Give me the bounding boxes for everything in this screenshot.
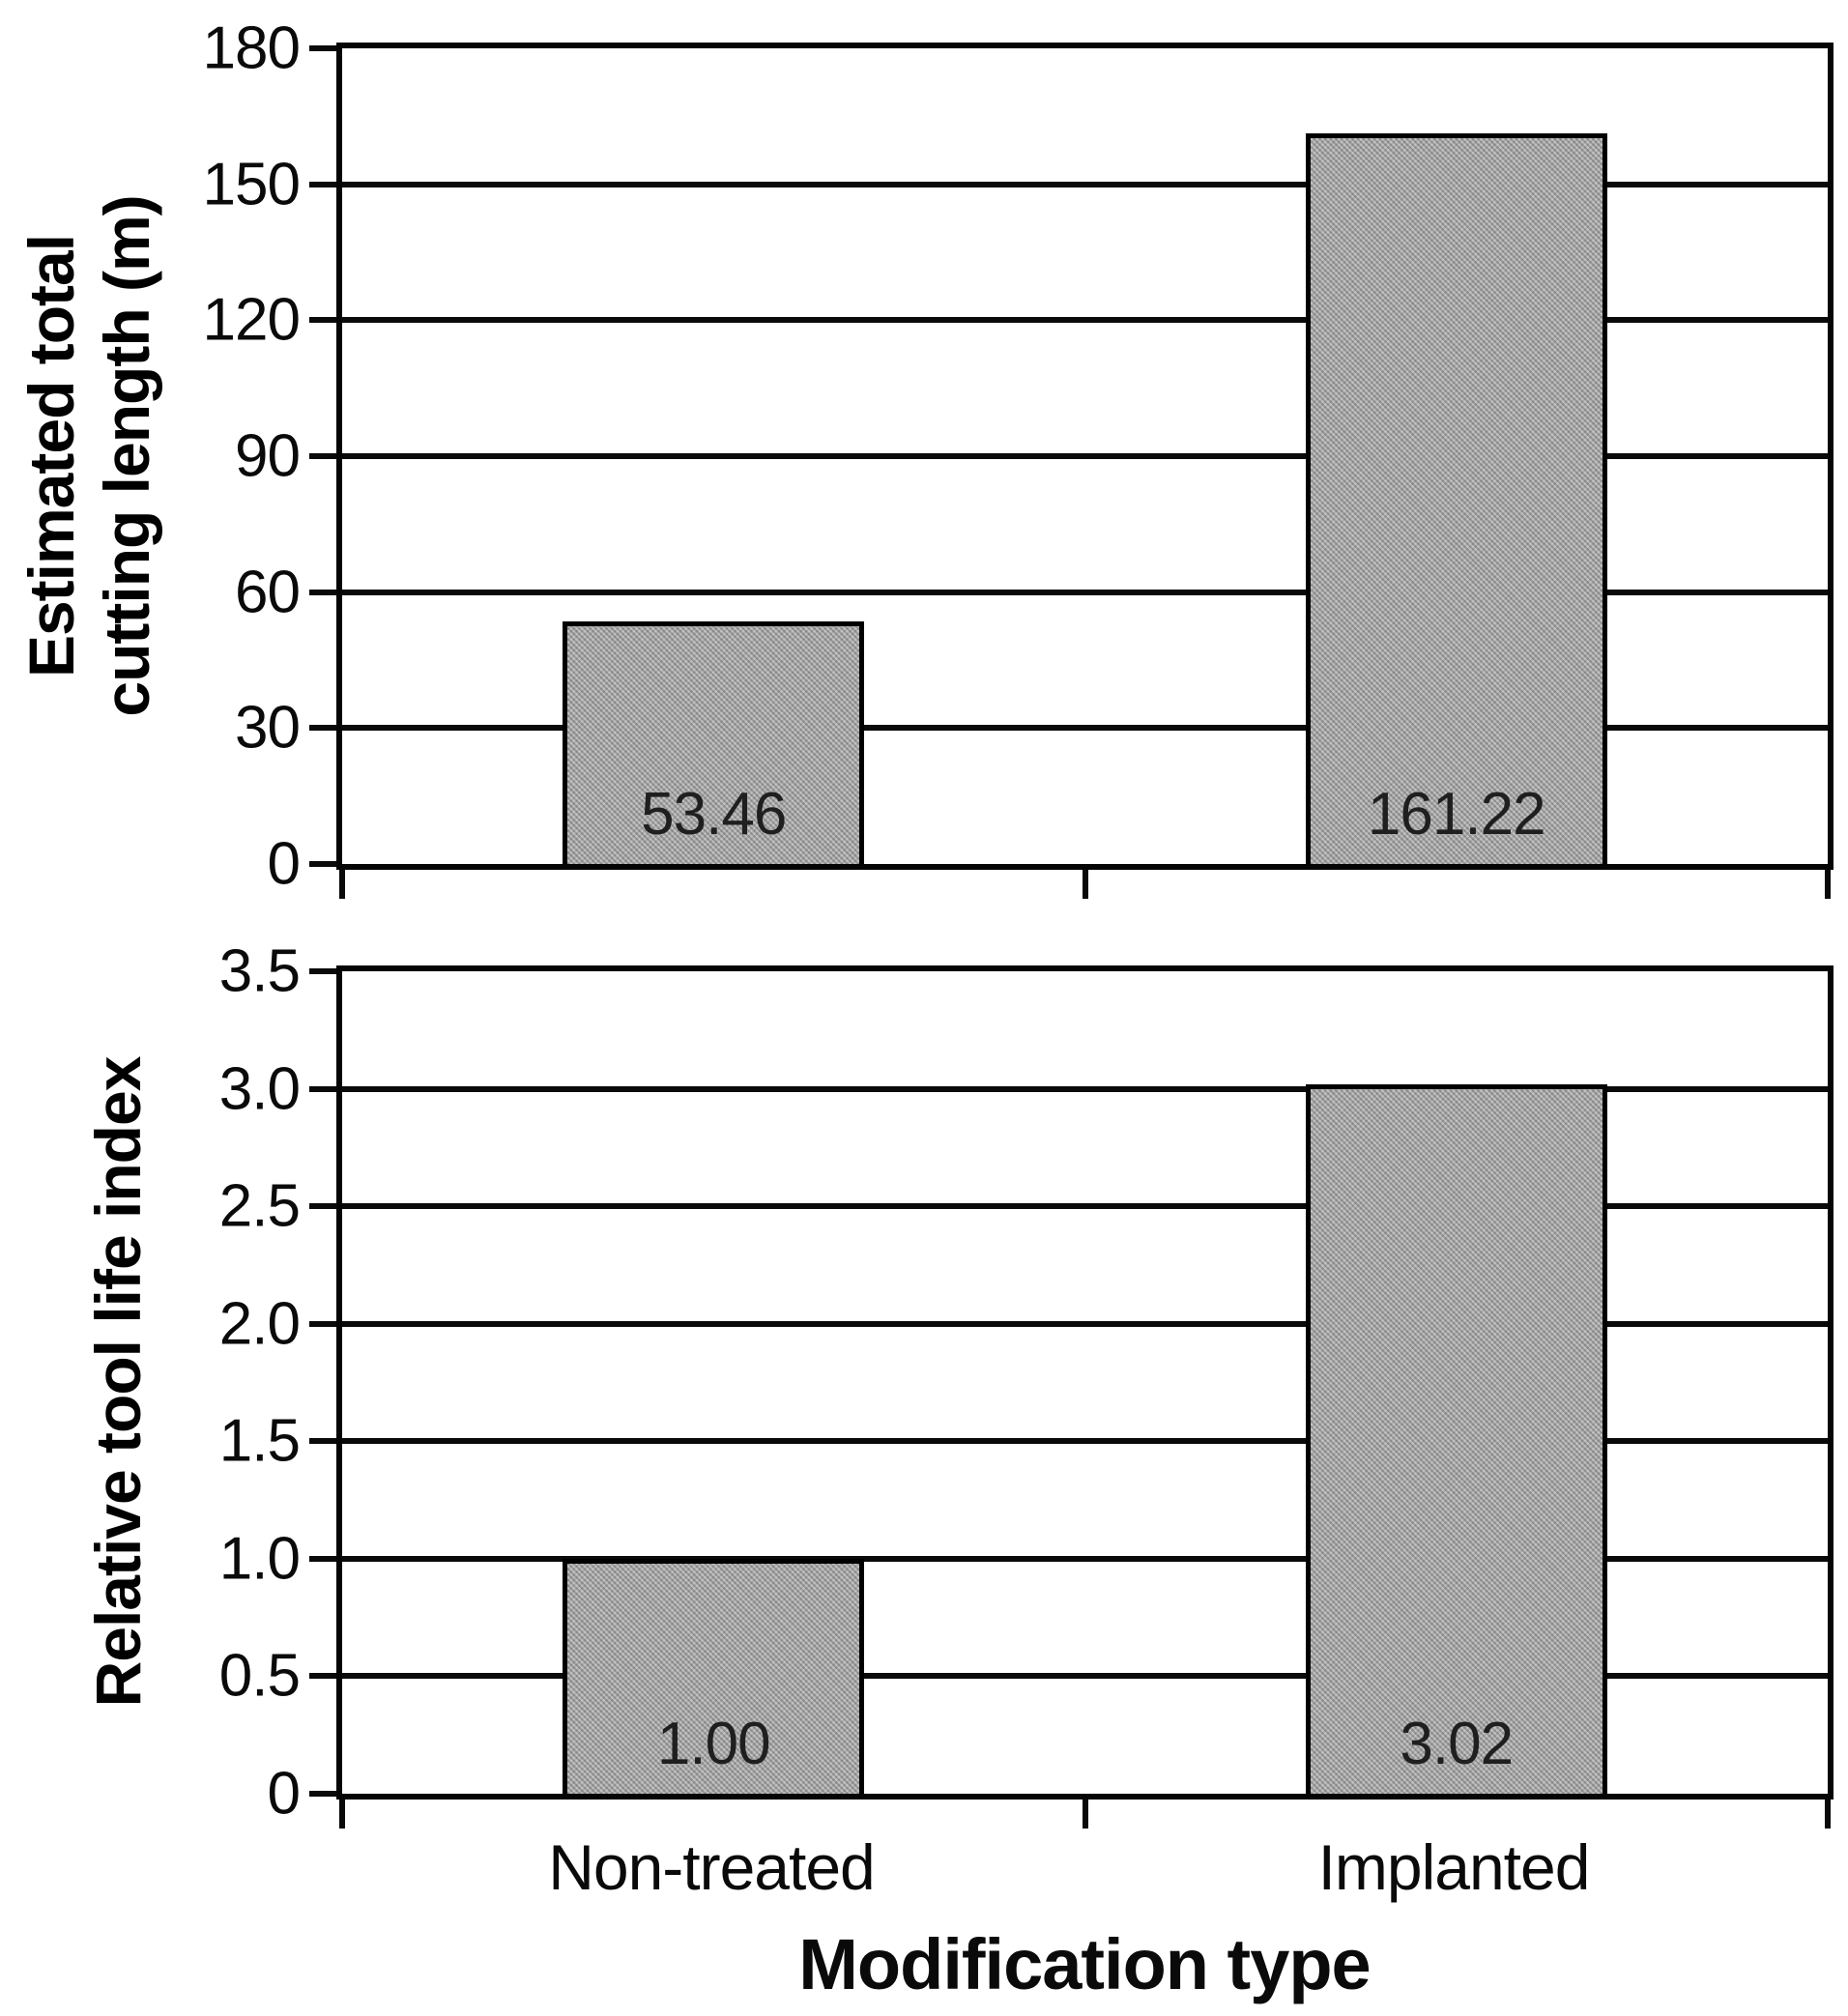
y-tick-mark <box>309 1791 336 1797</box>
gridline <box>342 725 1828 732</box>
bar-value-label: 53.46 <box>641 781 787 848</box>
y-tick-mark <box>309 1438 336 1445</box>
y-tick-label: 2.0 <box>218 1290 301 1358</box>
y-axis-title-line: cutting length (m) <box>91 195 162 717</box>
gridline <box>342 1320 1828 1327</box>
bar-non-treated: 1.00 <box>563 1558 865 1794</box>
y-tick-label: 0 <box>267 830 301 898</box>
x-tick-mark <box>1082 870 1088 899</box>
y-tick-label: 1.0 <box>218 1525 301 1593</box>
y-tick-label: 0 <box>267 1760 301 1828</box>
x-tick-mark <box>1825 870 1831 899</box>
x-tick-mark <box>339 1800 345 1829</box>
y-tick-label: 30 <box>235 694 301 762</box>
category-label-implanted: Implanted <box>1317 1831 1591 1903</box>
y-tick-mark <box>309 1555 336 1562</box>
y-tick-mark <box>309 861 336 867</box>
y-tick-mark <box>309 1320 336 1327</box>
y-tick-mark <box>309 1673 336 1680</box>
x-axis-title: Modification type <box>798 1924 1371 2004</box>
category-label-non-treated: Non-treated <box>548 1831 876 1903</box>
gridline <box>342 453 1828 459</box>
y-axis-title-line: Estimated total <box>15 234 87 678</box>
y-tick-mark <box>309 317 336 324</box>
bar-value-label: 3.02 <box>1400 1711 1514 1777</box>
y-tick-mark <box>309 181 336 187</box>
y-tick-label: 60 <box>235 559 301 626</box>
y-tick-label: 2.5 <box>218 1172 301 1240</box>
x-tick-mark <box>339 870 345 899</box>
gridline <box>342 1673 1828 1680</box>
bar-implanted: 161.22 <box>1305 133 1607 864</box>
y-axis-title-line: Relative tool life index <box>82 1056 154 1708</box>
gridline <box>342 1203 1828 1210</box>
bar-value-label: 161.22 <box>1367 781 1546 848</box>
gridline <box>342 1438 1828 1445</box>
gridline <box>342 1555 1828 1562</box>
y-tick-label: 180 <box>202 14 301 82</box>
y-tick-label: 3.0 <box>218 1055 301 1123</box>
gridline <box>342 317 1828 324</box>
bar-implanted: 3.02 <box>1305 1083 1607 1794</box>
gridline <box>342 181 1828 187</box>
y-tick-mark <box>309 589 336 595</box>
y-tick-label: 120 <box>202 286 301 354</box>
x-tick-mark <box>1082 1800 1088 1829</box>
y-tick-mark <box>309 1203 336 1210</box>
gridline <box>342 589 1828 595</box>
y-tick-label: 1.5 <box>218 1407 301 1475</box>
bar-non-treated: 53.46 <box>563 621 865 864</box>
bottom-chart-plot-area: 3.5 3.0 2.5 2.0 1.5 1.0 0.5 0 1.00 3.02 <box>219 938 1834 1829</box>
y-tick-mark <box>309 968 336 974</box>
y-tick-mark <box>309 45 336 51</box>
gridline <box>342 1085 1828 1092</box>
top-chart-plot-area: 180 150 120 90 60 30 0 53.46 161.22 <box>203 15 1834 899</box>
x-tick-mark <box>1825 1800 1831 1829</box>
y-tick-label: 3.5 <box>218 937 301 1005</box>
y-tick-label: 150 <box>202 151 301 218</box>
y-tick-mark <box>309 1085 336 1092</box>
y-tick-mark <box>309 725 336 732</box>
y-tick-mark <box>309 453 336 459</box>
y-tick-label: 0.5 <box>218 1642 301 1710</box>
bar-value-label: 1.00 <box>656 1711 771 1777</box>
y-tick-label: 90 <box>235 422 301 490</box>
